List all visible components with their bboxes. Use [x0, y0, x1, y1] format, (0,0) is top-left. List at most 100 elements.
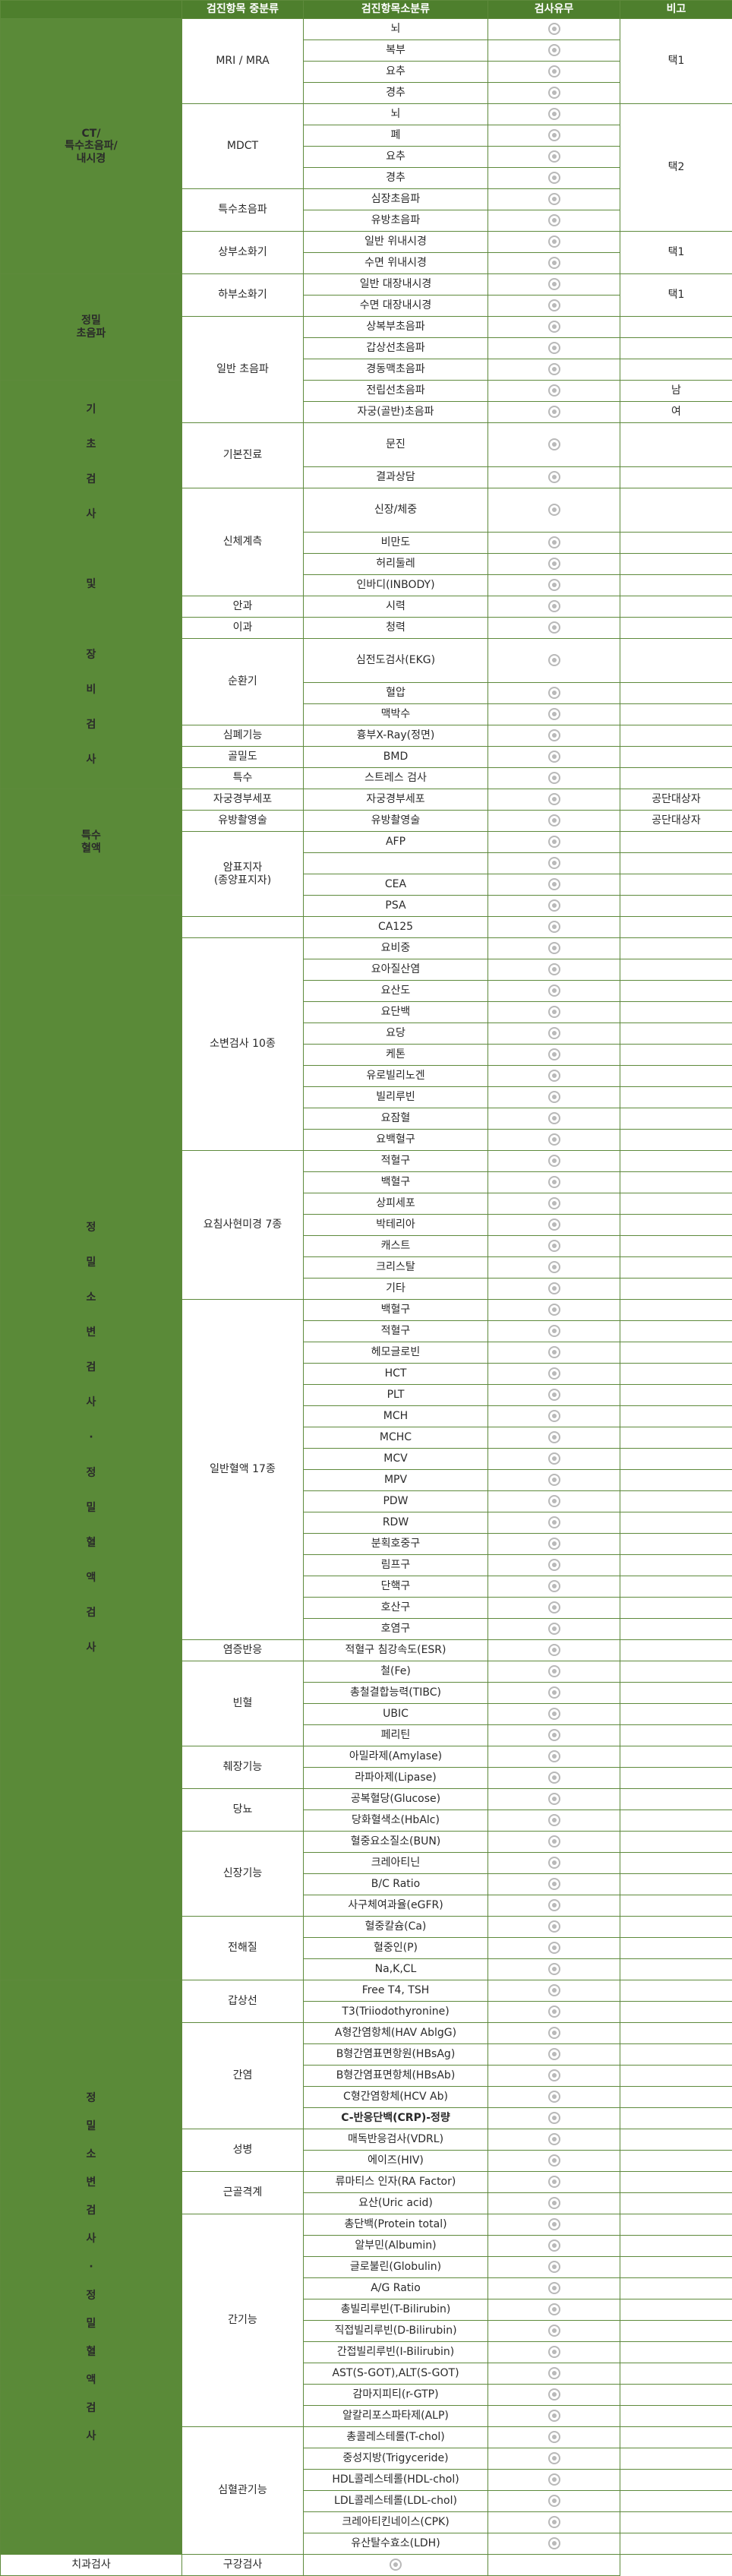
- note-cell: [620, 1236, 732, 1257]
- sub-category-cell: MCHC: [304, 1427, 488, 1449]
- section-label-line: 및: [1, 578, 181, 590]
- section-label-line: 사: [1, 754, 181, 766]
- test-status-cell: [488, 488, 620, 533]
- test-status-cell: [488, 2533, 620, 2555]
- test-status-cell: [488, 1215, 620, 1236]
- sub-category-cell: 폐: [304, 125, 488, 147]
- section-label: CT/특수초음파/내시경: [1, 19, 182, 274]
- mid-category-cell: 자궁경부세포: [182, 789, 304, 811]
- double-circle-icon: [548, 2112, 560, 2124]
- double-circle-icon: [548, 2282, 560, 2294]
- sub-category-cell: 경동맥초음파: [304, 359, 488, 381]
- test-status-cell: [488, 189, 620, 210]
- note-cell: [620, 1257, 732, 1279]
- section-label-line: [1, 543, 181, 555]
- sub-category-cell: 크리스탈: [304, 1257, 488, 1279]
- sub-category-cell: 맥박수: [304, 704, 488, 725]
- sub-category-cell: 요산도: [304, 981, 488, 1002]
- note-cell: [620, 2278, 732, 2299]
- sub-category-cell: A/G Ratio: [304, 2278, 488, 2299]
- sub-category-cell: 전립선초음파: [304, 381, 488, 402]
- note-cell: [620, 1215, 732, 1236]
- double-circle-icon: [548, 214, 560, 226]
- note-cell: [620, 1300, 732, 1321]
- test-status-cell: [488, 917, 620, 938]
- double-circle-icon: [548, 921, 560, 933]
- mid-category-cell: 췌장기능: [182, 1746, 304, 1789]
- test-status-cell: [488, 125, 620, 147]
- note-cell: [620, 1661, 732, 1683]
- note-cell: [620, 2427, 732, 2448]
- section-label-line: ·: [1, 1431, 181, 1443]
- sub-category-cell: 뇌: [304, 19, 488, 40]
- mid-category-cell: MRI / MRA: [182, 19, 304, 104]
- note-cell: [620, 1491, 732, 1512]
- test-status-cell: [488, 1619, 620, 1640]
- note-cell: [620, 917, 732, 938]
- test-status-cell: [488, 2406, 620, 2427]
- double-circle-icon: [548, 985, 560, 997]
- note-cell: 택2: [620, 104, 732, 232]
- test-status-cell: [488, 2172, 620, 2193]
- note-cell: [620, 2108, 732, 2129]
- header-mid-category: 검진항목 중분류: [182, 1, 304, 19]
- sub-category-cell: AST(S-GOT),ALT(S-GOT): [304, 2363, 488, 2385]
- note-cell: [620, 488, 732, 533]
- test-status-cell: [488, 2299, 620, 2321]
- sub-category-cell: 유방촬영술: [304, 811, 488, 832]
- test-status-cell: [488, 2044, 620, 2066]
- note-cell: [620, 1789, 732, 1810]
- test-status-cell: [488, 1959, 620, 1980]
- test-status-cell: [488, 1980, 620, 2002]
- sub-category-cell: 혈압: [304, 683, 488, 704]
- section-label-line: 혈: [1, 2346, 181, 2358]
- note-cell: [620, 1895, 732, 1917]
- test-status-cell: [488, 789, 620, 811]
- double-circle-icon: [548, 1367, 560, 1380]
- double-circle-icon: [548, 942, 560, 954]
- note-cell: [620, 1832, 732, 1853]
- double-circle-icon: [548, 321, 560, 333]
- double-circle-icon: [548, 1814, 560, 1826]
- sub-category-cell: AFP: [304, 832, 488, 853]
- section-label-line: 검: [1, 1361, 181, 1373]
- double-circle-icon: [548, 1282, 560, 1294]
- test-status-cell: [488, 596, 620, 618]
- double-circle-icon: [548, 1389, 560, 1401]
- double-circle-icon: [548, 2516, 560, 2528]
- sub-category-cell: 요산(Uric acid): [304, 2193, 488, 2214]
- double-circle-icon: [548, 1772, 560, 1784]
- sub-category-cell: 크레아티닌: [304, 1853, 488, 1874]
- note-cell: [620, 2385, 732, 2406]
- sub-category-cell: 유산탈수효소(LDH): [304, 2533, 488, 2555]
- test-status-cell: [488, 1427, 620, 1449]
- mid-category-cell: 소변검사 10종: [182, 938, 304, 1151]
- note-cell: [620, 1555, 732, 1576]
- test-status-cell: [488, 147, 620, 168]
- double-circle-icon: [548, 1197, 560, 1209]
- note-cell: [620, 2342, 732, 2363]
- double-circle-icon: [548, 2303, 560, 2315]
- test-status-cell: [488, 1364, 620, 1385]
- note-cell: [620, 1768, 732, 1789]
- test-status-cell: [488, 62, 620, 83]
- sub-category-cell: MPV: [304, 1470, 488, 1491]
- sub-category-cell: 백혈구: [304, 1300, 488, 1321]
- test-status-cell: [488, 2363, 620, 2385]
- sub-category-cell: 혈중요소질소(BUN): [304, 1832, 488, 1853]
- sub-category-cell: 일반 위내시경: [304, 232, 488, 253]
- test-status-cell: [488, 1768, 620, 1789]
- sub-category-cell: [304, 853, 488, 874]
- double-circle-icon: [548, 579, 560, 591]
- sub-category-cell: MCH: [304, 1406, 488, 1427]
- test-status-cell: [488, 1874, 620, 1895]
- note-cell: [620, 2087, 732, 2108]
- double-circle-icon: [548, 2473, 560, 2486]
- test-status-cell: [488, 2427, 620, 2448]
- section-label-line: 밀: [1, 1256, 181, 1269]
- sub-category-cell: 요당: [304, 1023, 488, 1045]
